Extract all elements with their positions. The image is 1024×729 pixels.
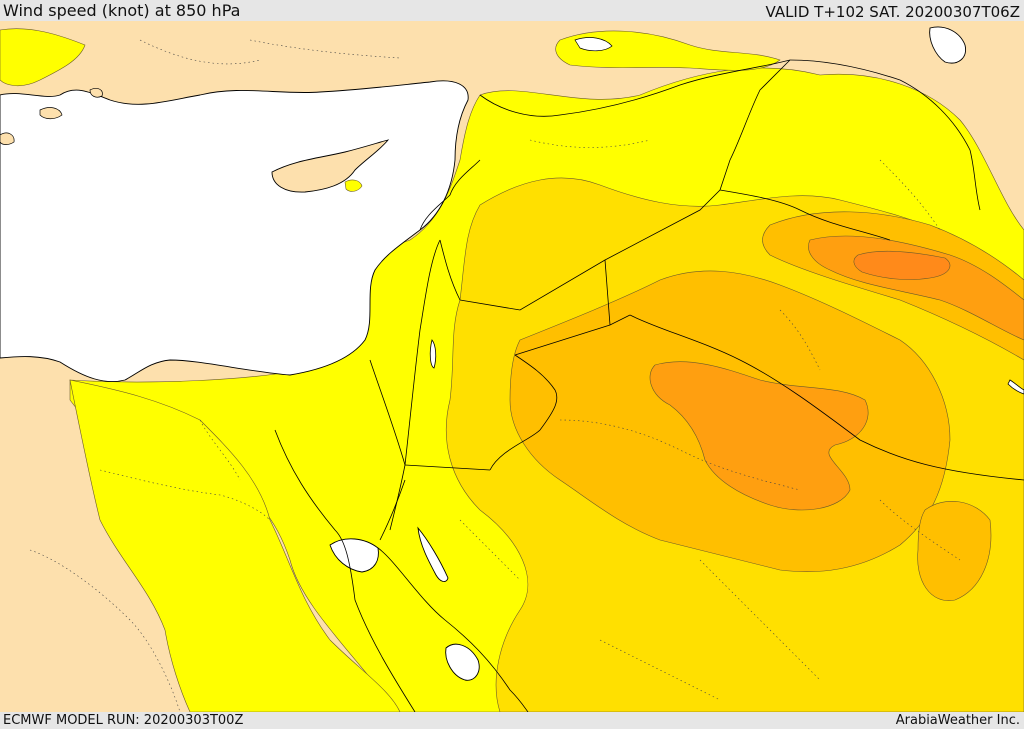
wind-speed-map	[0, 21, 1024, 712]
credit-label: ArabiaWeather Inc.	[895, 713, 1020, 728]
lake-urmia	[929, 26, 966, 64]
wind-band-1-north-strip	[555, 30, 781, 71]
coastlines	[274, 429, 529, 712]
wind-band-4-region	[649, 361, 869, 511]
valid-time: VALID T+102 SAT. 20200307T06Z	[765, 3, 1020, 21]
wind-band-1-nw-patch	[0, 28, 86, 87]
wind-band-5-core	[853, 251, 951, 280]
dead-sea	[429, 339, 437, 369]
wind-band-1-west-region	[69, 379, 401, 712]
header-bar: Wind speed (knot) at 850 hPa VALID T+102…	[0, 0, 1024, 21]
gulf-of-aqaba	[417, 526, 449, 582]
model-run-label: ECMWF MODEL RUN: 20200303T00Z	[3, 713, 244, 728]
cyprus-wind-patch	[344, 179, 363, 192]
inland-lake-south	[445, 643, 480, 681]
persian-gulf-edge	[1007, 379, 1024, 395]
cyprus-island	[271, 139, 390, 193]
province-boundaries	[29, 39, 961, 712]
map-title: Wind speed (knot) at 850 hPa	[3, 1, 241, 20]
red-sea	[329, 538, 379, 573]
wind-band-3-southeast	[917, 501, 992, 601]
lake-van	[574, 37, 613, 52]
aegean-islands	[0, 88, 103, 145]
footer-bar: ECMWF MODEL RUN: 20200303T00Z ArabiaWeat…	[0, 712, 1024, 729]
country-borders	[369, 59, 1024, 531]
